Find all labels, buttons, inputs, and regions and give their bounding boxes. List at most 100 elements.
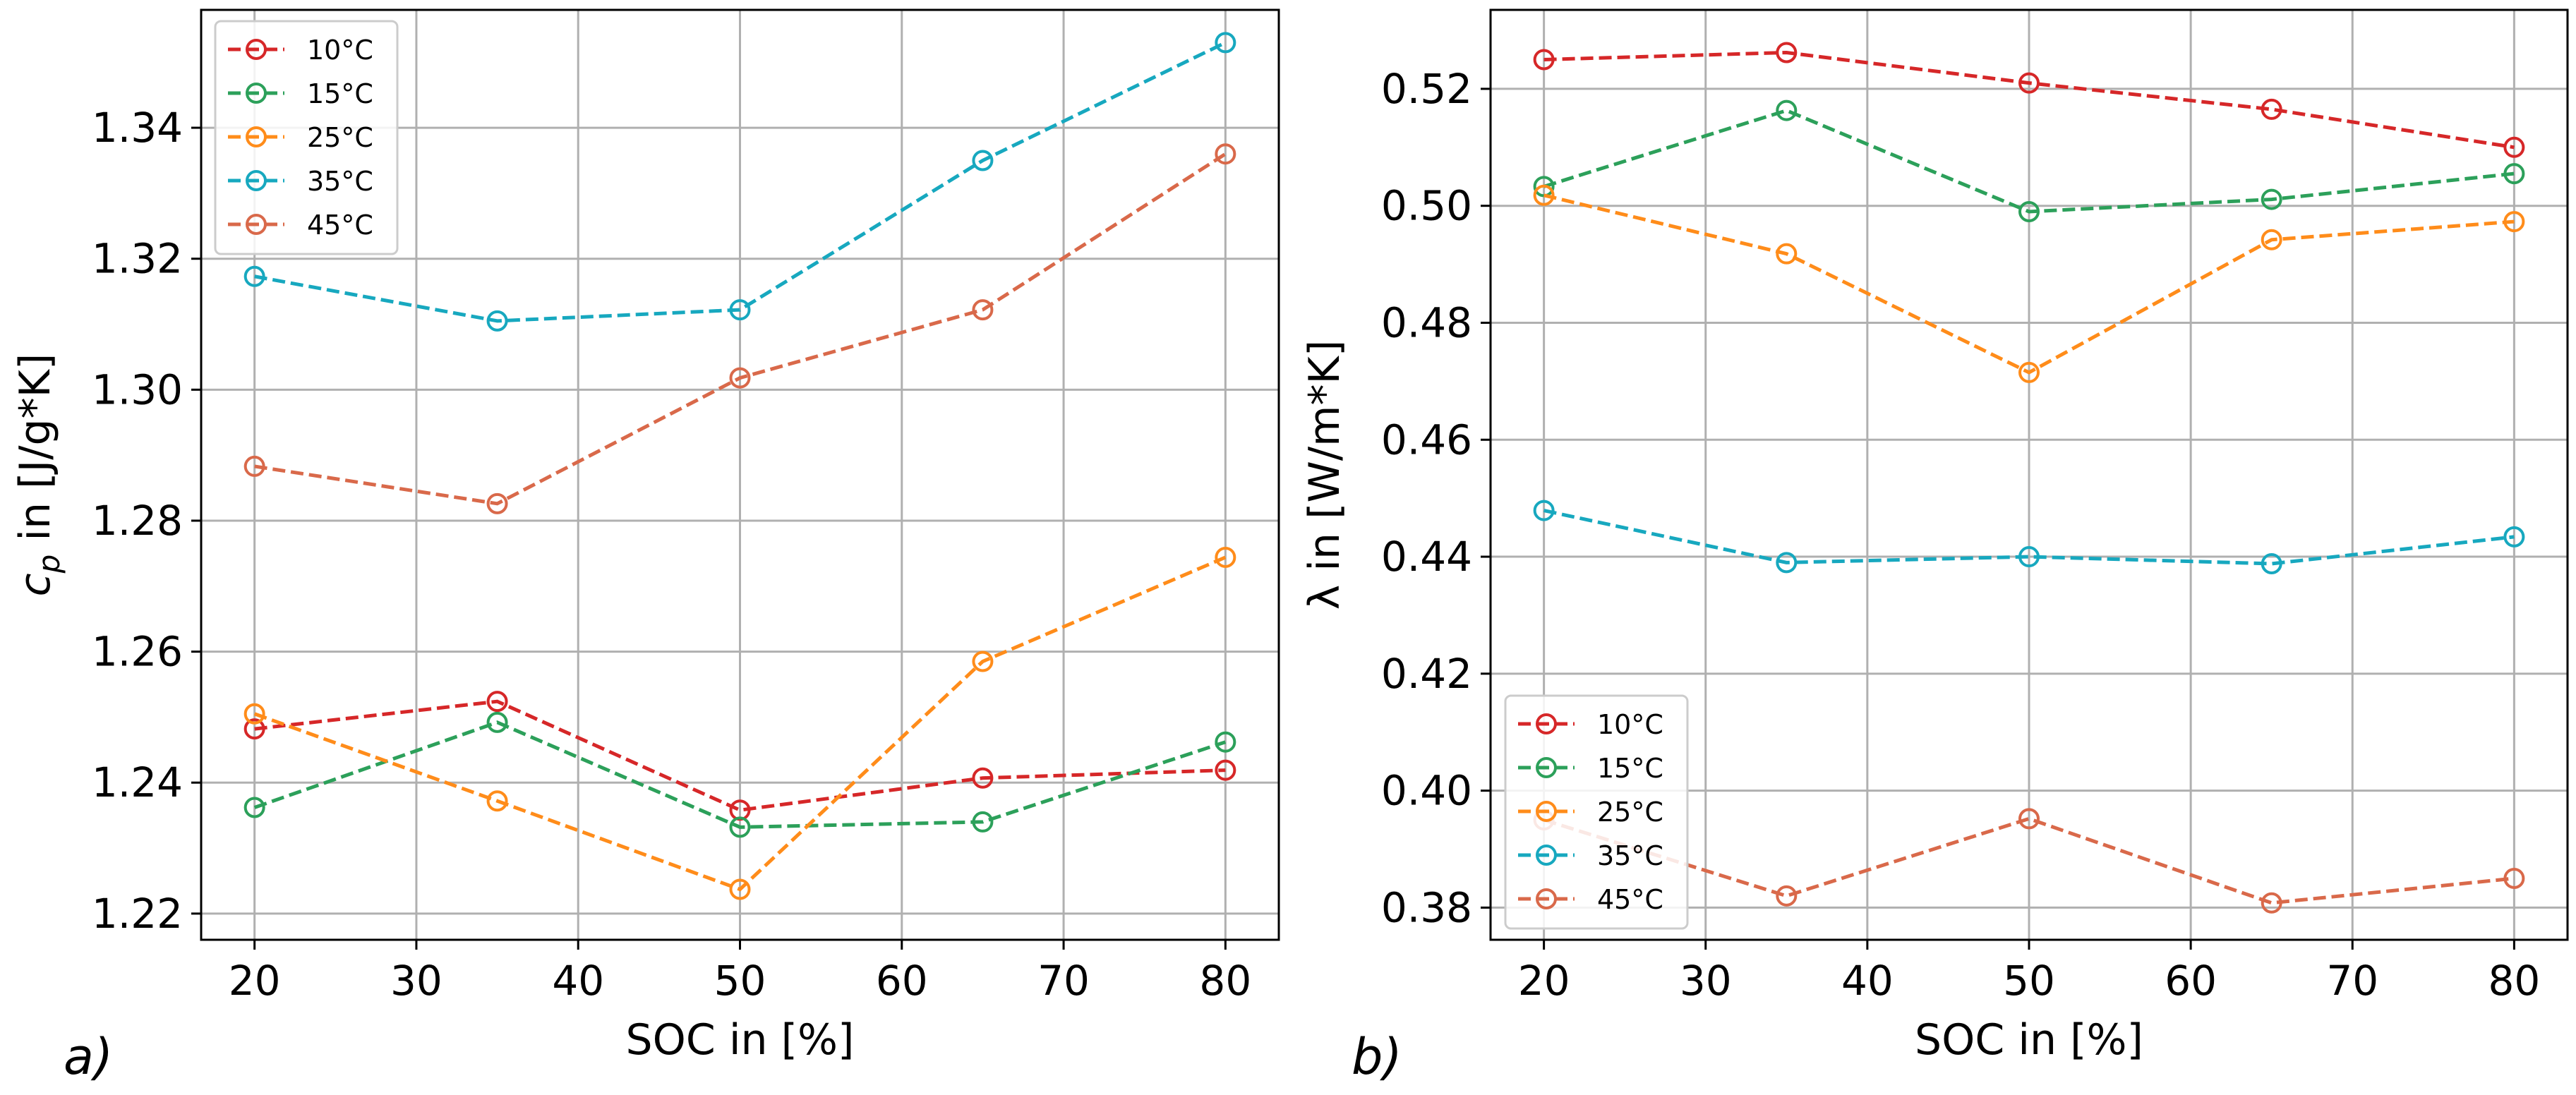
- series-line: [253, 555, 1227, 892]
- legend-marker: [246, 39, 267, 60]
- data-point: [2261, 98, 2282, 120]
- data-point: [2018, 72, 2040, 94]
- x-tick-label: 70: [1037, 957, 1090, 1005]
- data-point: [2503, 211, 2525, 233]
- legend-marker: [1536, 713, 1557, 734]
- x-tick-label: 60: [2165, 957, 2217, 1005]
- legend-item: 45°C: [228, 210, 373, 241]
- series-10°C: [1533, 42, 2525, 158]
- legend-item: 25°C: [228, 122, 373, 153]
- series-line: [1543, 193, 2515, 375]
- series-line: [1543, 509, 2515, 566]
- data-point: [2018, 808, 2040, 830]
- series-25°C: [1533, 184, 2525, 383]
- chart-panel-b: 20 30 40 50 60 70 80 0.38 0.40 0.42 0.44 0.46 0.48 0.…: [1300, 8, 2569, 1086]
- legend-label: 25°C: [307, 122, 373, 153]
- legend-item: 35°C: [1518, 840, 1663, 871]
- x-tick-label: 30: [390, 957, 443, 1005]
- series-line: [254, 152, 1227, 506]
- series-line: [253, 720, 1227, 829]
- x-tick-label: 70: [2326, 957, 2378, 1005]
- legend-label: 45°C: [307, 210, 373, 241]
- series-10°C: [243, 691, 1236, 821]
- legend-item: 35°C: [228, 166, 373, 197]
- series-45°C: [243, 143, 1236, 514]
- y-tick-label: 1.26: [92, 628, 183, 676]
- data-point: [1215, 32, 1236, 54]
- y-tick-label: 1.28: [92, 497, 183, 545]
- x-axis-label: SOC in [%]: [626, 1015, 855, 1065]
- series-line: [254, 699, 1226, 812]
- legend-label: 35°C: [1597, 840, 1663, 871]
- plot-frame: [1489, 8, 2569, 941]
- grid: [201, 10, 1279, 940]
- data-point: [486, 492, 508, 514]
- legend-label: 15°C: [1597, 753, 1663, 784]
- data-point: [972, 767, 994, 789]
- legend-item: 10°C: [228, 35, 373, 66]
- y-tick-label: 0.42: [1381, 650, 1472, 698]
- series-35°C: [243, 32, 1236, 332]
- data-point: [2503, 867, 2525, 889]
- legend-label: 35°C: [307, 166, 373, 197]
- legend-label: 45°C: [1597, 884, 1663, 915]
- chart-panel-a: 20 30 40 50 60 70 80 1.22 1.24 1.26 1.28 1.30 1.32 1.…: [11, 8, 1280, 1086]
- y-tick-label: 0.52: [1381, 65, 1472, 113]
- y-axis-label: λ in [W/m*K]: [1300, 340, 1349, 610]
- plot-frame: [200, 8, 1280, 941]
- data-point: [2018, 546, 2040, 568]
- legend-box: [214, 20, 399, 255]
- legend-box: [1504, 694, 1689, 930]
- data-point: [1215, 731, 1236, 753]
- data-point: [1776, 99, 1798, 121]
- data-point: [972, 651, 994, 672]
- x-tick-label: 20: [1518, 957, 1570, 1005]
- data-point: [243, 718, 265, 740]
- data-point: [1215, 546, 1236, 568]
- y-tick-label: 0.40: [1381, 767, 1472, 815]
- y-tick-label: 0.44: [1381, 533, 1472, 581]
- legend-marker: [1536, 757, 1557, 778]
- x-tick-label: 30: [1680, 957, 1732, 1005]
- data-point: [2261, 892, 2282, 914]
- data-point: [243, 455, 265, 477]
- legend-marker: [246, 126, 267, 147]
- y-tick-label: 1.22: [92, 890, 183, 938]
- grid: [1491, 10, 2568, 940]
- x-tick-label: 60: [876, 957, 928, 1005]
- legend-label: 25°C: [1597, 797, 1663, 828]
- data-point: [2503, 136, 2525, 158]
- data-point: [729, 299, 751, 321]
- axis-ticks: 20 30 40 50 60 70 80 1.22 1.24 1.26 1.28 1.30 1.32 1.…: [92, 104, 1251, 1005]
- data-point: [2018, 361, 2040, 383]
- series-15°C: [243, 711, 1236, 838]
- y-tick-label: 1.24: [92, 758, 183, 806]
- legend-marker: [246, 83, 267, 104]
- data-point: [972, 299, 994, 321]
- legend-item: 25°C: [1518, 797, 1663, 828]
- legend-item: 15°C: [228, 78, 373, 109]
- data-point: [243, 797, 265, 818]
- legend: 10°C 15°C 25°C 35°C 45°C: [1504, 694, 1689, 930]
- series-35°C: [1533, 500, 2525, 574]
- series-line: [254, 41, 1227, 323]
- x-tick-label: 50: [2003, 957, 2055, 1005]
- data-point: [1776, 42, 1798, 63]
- data-point: [972, 811, 994, 833]
- data-point: [486, 310, 508, 332]
- legend-marker: [246, 170, 267, 191]
- legend-label: 10°C: [1597, 709, 1663, 740]
- y-tick-label: 1.34: [92, 104, 183, 152]
- panel-label: b): [1352, 1028, 1402, 1086]
- y-tick-label: 1.32: [92, 235, 183, 283]
- y-axis-label: cp in [J/g*K]: [11, 353, 66, 597]
- x-tick-label: 40: [1841, 957, 1894, 1005]
- legend-label: 10°C: [307, 35, 373, 66]
- legend: 10°C 15°C 25°C 35°C 45°C: [214, 20, 399, 255]
- series-line: [1543, 108, 2515, 214]
- data-point: [729, 816, 751, 838]
- data-point: [1776, 552, 1798, 574]
- x-tick-label: 40: [552, 957, 604, 1005]
- data-point: [1533, 49, 1555, 71]
